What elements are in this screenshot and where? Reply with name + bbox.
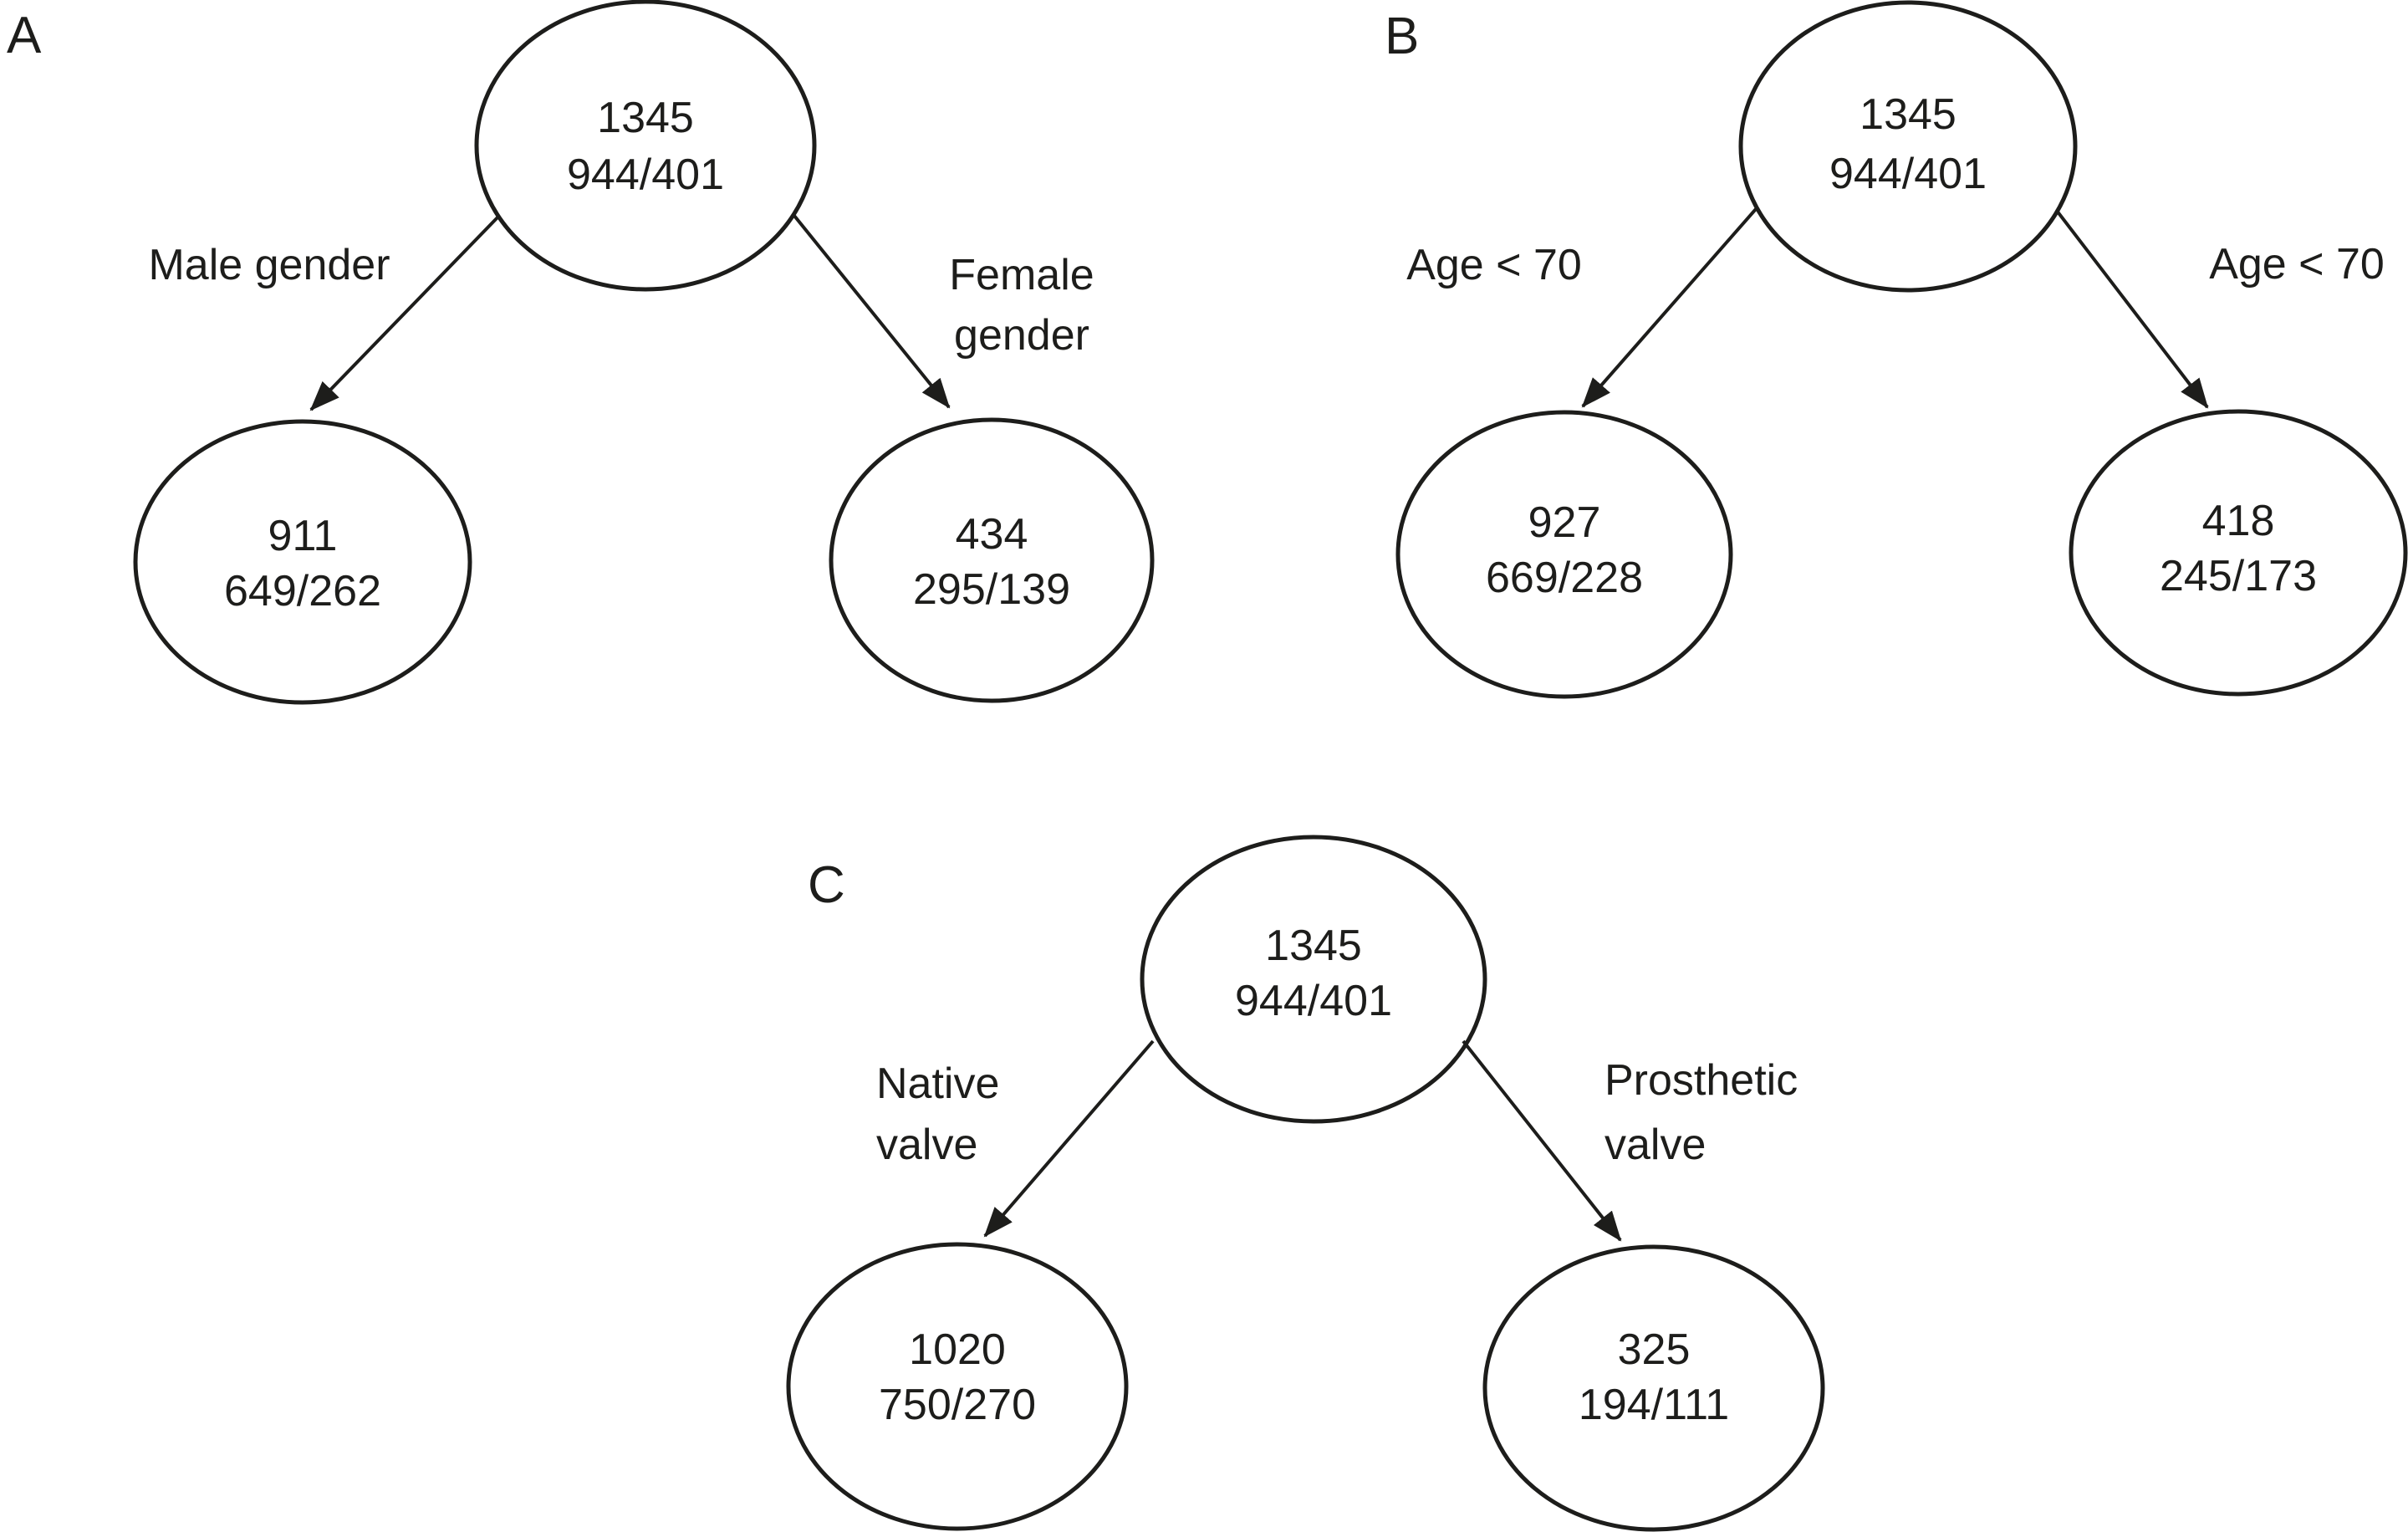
panel-c-right-child-node (1482, 1244, 1825, 1532)
panel-b-root-total: 1345 (1860, 90, 1956, 139)
panel-c-right-child-split: 194/111 (1579, 1381, 1729, 1429)
panel-b-left-child-split: 669/228 (1486, 554, 1643, 602)
panel-a-right-branch-label-line2: gender (954, 311, 1089, 360)
panel-a-root-total: 1345 (597, 94, 694, 142)
panel-a-right-branch-label-line1: Female (949, 251, 1094, 299)
panel-a-root-split: 944/401 (567, 151, 724, 199)
panel-b-right-child-total: 418 (2202, 497, 2275, 545)
panel-c-root-node (1140, 835, 1487, 1124)
panel-b-left-child-total: 927 (1528, 498, 1601, 547)
panel-c-letter: C (808, 856, 845, 914)
panel-a-left-child-split: 649/262 (224, 567, 381, 615)
panel-b-right-branch-label: Age < 70 (2209, 240, 2385, 289)
panel-b-left-branch-arrow (1581, 207, 1758, 408)
panel-b-right-child-split: 245/173 (2160, 552, 2317, 600)
panel-b-root-node (1738, 0, 2078, 293)
panel-b: B 1345 944/401 Age < 70 Age < 70 927 669… (1385, 0, 2408, 699)
panel-b-right-branch-arrow (2055, 209, 2209, 409)
panel-c-left-branch-label-line2: valve (876, 1121, 977, 1169)
panel-c-left-child-total: 1020 (909, 1325, 1006, 1374)
panel-b-root-split: 944/401 (1829, 150, 1987, 198)
panel-b-letter: B (1385, 8, 1419, 65)
panel-b-right-child-node (2069, 409, 2408, 697)
panel-c-left-branch-label-line1: Native (876, 1060, 999, 1108)
panel-a-left-child-node (133, 419, 472, 705)
panel-a-right-branch-arrow (793, 214, 951, 409)
panel-a: A 1345 944/401 Male gender Female gender… (7, 0, 1155, 705)
panel-a-letter: A (7, 7, 42, 64)
panel-a-root-node (474, 0, 817, 292)
panel-a-right-child-node (829, 417, 1155, 703)
panel-b-left-branch-label: Age < 70 (1406, 241, 1582, 289)
panel-c-left-child-split: 750/270 (879, 1381, 1036, 1429)
panel-a-left-branch-label: Male gender (148, 241, 390, 289)
panel-c-right-branch-arrow (1462, 1039, 1622, 1242)
panel-a-left-branch-arrow (309, 214, 501, 411)
panel-c-left-branch-arrow (983, 1039, 1155, 1238)
panel-a-left-child-total: 911 (268, 512, 338, 560)
panel-a-right-child-total: 434 (956, 510, 1028, 559)
panel-c-right-branch-label-line2: valve (1604, 1121, 1706, 1169)
panel-c-root-total: 1345 (1265, 922, 1362, 970)
panel-c-left-child-node (786, 1242, 1129, 1531)
panel-c: C 1345 944/401 Native valve Prosthetic v… (786, 835, 1825, 1532)
panel-b-left-child-node (1395, 410, 1733, 699)
panel-a-right-child-split: 295/139 (913, 565, 1070, 614)
panel-c-root-split: 944/401 (1235, 977, 1392, 1025)
panel-c-right-child-total: 325 (1618, 1325, 1691, 1374)
panel-c-right-branch-label-line1: Prosthetic (1604, 1056, 1798, 1105)
